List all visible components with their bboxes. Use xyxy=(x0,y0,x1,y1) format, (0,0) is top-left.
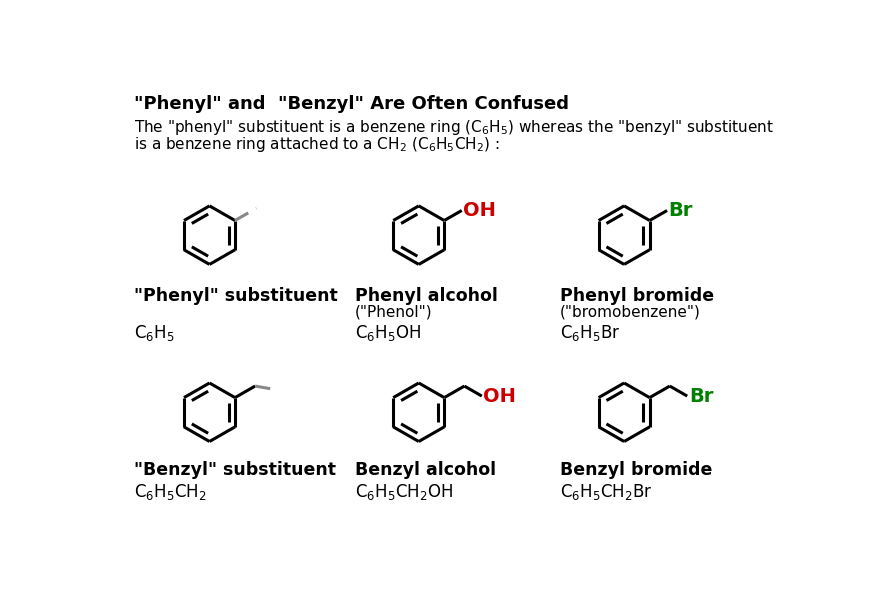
Text: ("bromobenzene"): ("bromobenzene") xyxy=(559,304,700,319)
Text: Br: Br xyxy=(688,387,713,406)
Text: C$_6$H$_5$Br: C$_6$H$_5$Br xyxy=(559,323,620,343)
Text: C$_6$H$_5$CH$_2$: C$_6$H$_5$CH$_2$ xyxy=(134,482,206,502)
Text: Br: Br xyxy=(668,201,693,220)
Text: The "phenyl" substituent is a benzene ring (C$_6$H$_5$) whereas the "benzyl" sub: The "phenyl" substituent is a benzene ri… xyxy=(134,118,773,137)
Text: is a benzene ring attached to a CH$_2$ (C$_6$H$_5$CH$_2$) :: is a benzene ring attached to a CH$_2$ (… xyxy=(134,135,499,154)
Text: C$_6$H$_5$: C$_6$H$_5$ xyxy=(134,323,174,343)
Text: OH: OH xyxy=(462,201,495,220)
Text: Benzyl alcohol: Benzyl alcohol xyxy=(355,461,495,479)
Text: Phenyl bromide: Phenyl bromide xyxy=(559,287,713,305)
Text: Phenyl alcohol: Phenyl alcohol xyxy=(355,287,497,305)
Text: C$_6$H$_5$CH$_2$Br: C$_6$H$_5$CH$_2$Br xyxy=(559,482,652,502)
Text: C$_6$H$_5$CH$_2$OH: C$_6$H$_5$CH$_2$OH xyxy=(355,482,453,502)
Text: "Benzyl" substituent: "Benzyl" substituent xyxy=(134,461,335,479)
Text: Benzyl bromide: Benzyl bromide xyxy=(559,461,712,479)
Text: C$_6$H$_5$OH: C$_6$H$_5$OH xyxy=(355,323,421,343)
Text: "Phenyl" and  "Benzyl" Are Often Confused: "Phenyl" and "Benzyl" Are Often Confused xyxy=(134,95,568,113)
Text: ("Phenol"): ("Phenol") xyxy=(355,304,433,319)
Text: "Phenyl" substituent: "Phenyl" substituent xyxy=(134,287,337,305)
Text: OH: OH xyxy=(483,387,515,406)
